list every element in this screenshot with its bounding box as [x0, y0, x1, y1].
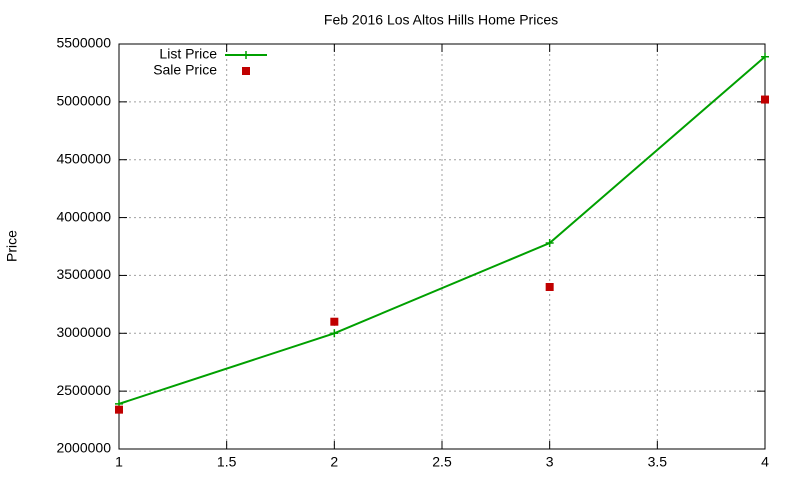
x-tick-label: 2 — [330, 454, 338, 470]
x-tick-label: 4 — [761, 454, 769, 470]
legend-label: Sale Price — [153, 62, 217, 78]
y-tick-label: 5000000 — [56, 93, 111, 109]
chart-title: Feb 2016 Los Altos Hills Home Prices — [324, 12, 558, 28]
x-tick-label: 1 — [115, 454, 123, 470]
point-square — [761, 95, 769, 104]
y-tick-label: 3500000 — [56, 266, 111, 282]
point-plus — [761, 52, 769, 61]
y-tick-label: 3000000 — [56, 324, 111, 340]
x-tick-label: 2.5 — [432, 454, 452, 470]
y-tick-label: 2500000 — [56, 382, 111, 398]
x-tick-label: 3.5 — [648, 454, 668, 470]
point-plus — [545, 239, 554, 248]
point-plus — [242, 51, 250, 59]
y-tick-label: 4000000 — [56, 208, 111, 224]
point-square — [330, 317, 339, 326]
point-plus — [330, 329, 339, 338]
y-tick-label: 4500000 — [56, 150, 111, 166]
series-line — [118, 55, 766, 405]
plot-frame — [118, 43, 766, 450]
y-axis-label: Price — [4, 230, 20, 262]
point-square — [115, 405, 123, 414]
y-tick-label: 5500000 — [56, 35, 111, 51]
x-tick-label: 3 — [546, 454, 554, 470]
x-tick-label: 1.5 — [217, 454, 237, 470]
point-square — [242, 67, 250, 75]
legend-label: List Price — [159, 46, 217, 62]
y-tick-label: 2000000 — [56, 440, 111, 456]
point-square — [545, 283, 554, 291]
